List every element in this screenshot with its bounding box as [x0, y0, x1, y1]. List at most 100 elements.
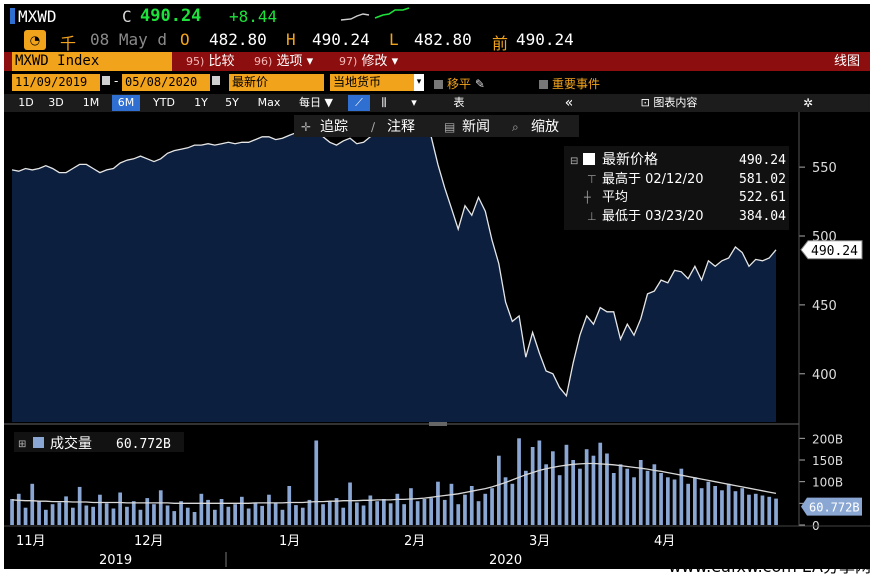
zoom-tool[interactable]: ⌕ 缩放 — [512, 119, 559, 135]
period-1m[interactable]: 1M — [82, 96, 100, 109]
legend-high-value: 581.02 — [739, 172, 786, 187]
currency-select[interactable]: 当地货币 — [330, 74, 414, 91]
volume-bar — [422, 499, 427, 525]
period-1y[interactable]: 1Y — [194, 96, 208, 109]
volume-bar — [104, 503, 109, 525]
prev-value: 490.24 — [516, 30, 574, 49]
start-date-input[interactable]: 11/09/2019 — [12, 74, 100, 91]
volume-bar — [497, 455, 501, 525]
volume-bar — [720, 490, 724, 525]
smoothing-label: 移平 — [447, 77, 472, 91]
modify-num: 97) — [339, 55, 358, 68]
volume-legend-value: 60.772B — [116, 437, 171, 452]
legend-avg-value: 522.61 — [739, 190, 786, 205]
compare-label: 比较 — [208, 54, 235, 69]
net-change: +8.44 — [229, 7, 278, 26]
volume-bar — [510, 483, 515, 525]
volume-tick-label: 150B — [812, 454, 843, 468]
volume-bar — [409, 488, 413, 525]
volume-bar — [138, 509, 143, 525]
field-select[interactable]: 最新价 — [229, 74, 324, 91]
high-marker-icon: ⊤ — [587, 173, 597, 186]
period-1d[interactable]: 1D — [18, 96, 34, 109]
security-marker — [10, 8, 15, 24]
volume-bar — [571, 460, 575, 525]
period-5y[interactable]: 5Y — [225, 96, 239, 109]
volume-bar — [91, 506, 95, 525]
volume-bar — [57, 502, 62, 525]
gauge-icon[interactable]: ◔ — [24, 30, 46, 50]
volume-bar — [165, 505, 170, 525]
volume-bar — [44, 509, 48, 525]
end-date-input[interactable]: 05/08/2020 — [122, 74, 210, 91]
period-max[interactable]: Max — [257, 96, 281, 109]
month-label: 12月 — [134, 534, 164, 549]
volume-bar — [551, 451, 555, 525]
volume-bar — [517, 438, 521, 525]
zoom-icon: ⌕ — [512, 120, 519, 134]
volume-bar — [456, 504, 461, 525]
price-area — [12, 124, 776, 423]
volume-bar — [287, 486, 292, 525]
low-marker-icon: ⊥ — [587, 210, 597, 223]
volume-bar — [666, 477, 670, 525]
index-name-field[interactable]: MXWD Index — [12, 52, 172, 71]
volume-bar — [672, 479, 677, 525]
style-dropdown-icon[interactable]: ▾ — [411, 96, 417, 109]
start-calendar-icon[interactable] — [102, 76, 110, 85]
volume-bar — [598, 442, 603, 525]
ohlc-row: ◔ 千 08 May d O 482.80 H 490.24 L 482.80 … — [4, 29, 870, 53]
volume-bar — [77, 486, 82, 525]
volume-bar — [185, 507, 190, 525]
table-button[interactable]: 表 — [453, 96, 465, 109]
frequency-select[interactable]: 每日 ▼ — [299, 96, 333, 109]
legend-last-value: 490.24 — [739, 153, 786, 168]
volume-legend-collapse-icon[interactable]: ⊞ — [18, 439, 26, 450]
symbol-label: MXWD — [18, 7, 57, 26]
volume-bar — [388, 503, 393, 525]
compare-menu[interactable]: 95) 比较 — [186, 52, 234, 71]
price-legend[interactable]: ⊟ 最新价格 490.24 ⊤ 最高于 02/12/20 581.02 ┼ 平均… — [564, 146, 789, 230]
pen-icon: ∕ — [371, 120, 376, 134]
volume-bar — [490, 488, 494, 525]
options-menu[interactable]: 96) 选项 ▾ — [254, 52, 313, 71]
year-label: 2019 — [99, 553, 132, 568]
chart-content-button[interactable]: ⊡ 图表内容 — [629, 95, 709, 111]
collapse-icon[interactable]: « — [564, 95, 574, 111]
track-tool[interactable]: ✛ 追踪 — [301, 119, 348, 135]
options-caret: ▾ — [306, 54, 314, 69]
smoothing-checkbox[interactable]: 移平 ✎ — [434, 76, 485, 92]
volume-legend-background — [14, 432, 184, 452]
average-marker-icon: ┼ — [583, 190, 591, 204]
currency-dropdown-icon[interactable]: ▾ — [414, 74, 424, 91]
volume-bar — [524, 470, 528, 525]
volume-legend[interactable]: ⊞ 成交量 60.772B — [14, 432, 184, 452]
period-6m[interactable]: 6M — [112, 95, 140, 111]
modify-menu[interactable]: 97) 修改 ▾ — [339, 52, 398, 71]
volume-bar — [118, 492, 122, 525]
splitter-handle[interactable] — [429, 422, 447, 426]
volume-bar — [125, 506, 129, 525]
volume-bar — [611, 473, 616, 525]
period-3d[interactable]: 3D — [48, 96, 64, 109]
end-calendar-icon[interactable] — [212, 76, 220, 85]
volume-bar — [686, 483, 690, 525]
volume-bar — [30, 483, 35, 525]
legend-collapse-icon[interactable]: ⊟ — [570, 156, 578, 167]
volume-bar — [530, 447, 535, 525]
line-style-icon[interactable]: ⟋ — [348, 95, 370, 111]
events-checkbox[interactable]: 重要事件 — [539, 76, 600, 92]
bar-style-icon[interactable]: ⫼ — [381, 96, 387, 109]
volume-bar — [544, 464, 548, 525]
period-ytd[interactable]: YTD — [153, 96, 175, 109]
last-prefix: C — [122, 7, 132, 26]
news-tool[interactable]: ▤ 新闻 — [444, 119, 490, 135]
volume-bar — [348, 482, 352, 525]
line-chart-label[interactable]: 线图 — [833, 54, 860, 69]
gear-icon[interactable]: ✲ — [802, 96, 814, 110]
volume-bar — [37, 501, 41, 525]
volume-bar — [659, 473, 663, 525]
annotate-tool[interactable]: ∕ 注释 — [371, 119, 415, 135]
volume-bar — [713, 486, 717, 525]
